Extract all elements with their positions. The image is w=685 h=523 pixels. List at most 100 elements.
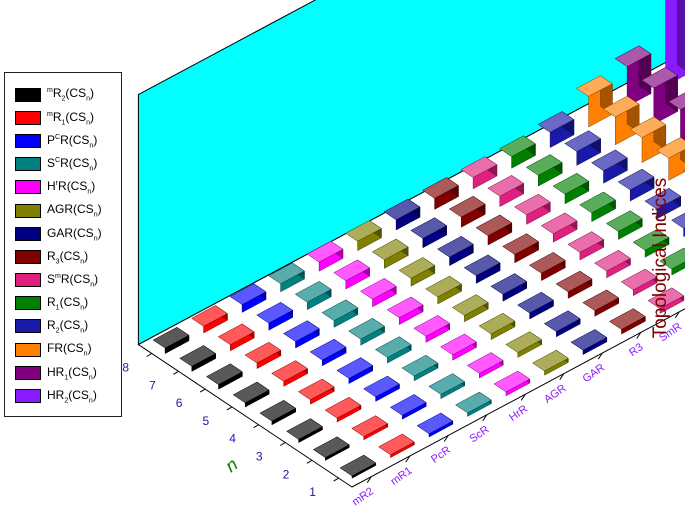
legend-item: SCR(CSn) — [15, 153, 121, 176]
legend-swatch — [15, 226, 41, 241]
bar-R3(CSn)-n7 — [448, 195, 486, 228]
bar-R1(CSn)-n4 — [605, 210, 643, 240]
bar-HrR(CSn)-n7 — [333, 259, 371, 290]
legend-item: R1(CSn) — [15, 292, 121, 315]
x-tick — [146, 353, 153, 357]
bar-ScR(CSn)-n1 — [455, 391, 492, 417]
bar-AGR(CSn)-n8 — [345, 220, 382, 252]
legend-swatch — [15, 342, 41, 357]
z-tick-label: mR2 — [350, 485, 376, 508]
legend-item: R3(CSn) — [15, 245, 121, 268]
x-tick — [173, 370, 179, 375]
bar-HrR(CSn)-n1 — [493, 370, 531, 397]
bar-R3(CSn)-n6 — [475, 214, 513, 246]
bar-R3(CSn)-n8 — [422, 177, 459, 210]
x-tick — [253, 424, 259, 429]
legend-swatch — [15, 180, 41, 195]
bar-AGR(CSn)-n1 — [532, 349, 569, 376]
z-tick — [443, 435, 449, 442]
z-tick — [520, 394, 526, 401]
legend-item: HR1(CSn) — [15, 361, 121, 384]
bar-R3(CSn)-n3 — [555, 270, 593, 299]
x-tick-label: 1 — [309, 485, 316, 499]
bar-ScR(CSn)-n6 — [321, 299, 359, 328]
z-tick — [482, 414, 488, 422]
bar-R1(CSn)-n3 — [632, 229, 670, 258]
z-tick — [636, 332, 642, 339]
bar-SmR(CSn)-n4 — [567, 231, 605, 261]
y-axis-title: Topological Indices — [650, 178, 671, 339]
legend-item: HrR(CSn) — [15, 176, 121, 199]
legend-item: FR(CSn) — [15, 338, 121, 361]
x-tick — [279, 442, 286, 446]
bar-PcR(CSn)-n8 — [229, 283, 267, 313]
bar-PcR(CSn)-n7 — [256, 301, 294, 331]
bar-mR2(CSn)-n4 — [259, 399, 297, 426]
z-tick-label: R3 — [627, 341, 645, 359]
bar-PcR(CSn)-n2 — [389, 394, 427, 420]
bar-mR1(CSn)-n2 — [351, 415, 389, 441]
legend-label: FR(CSn) — [47, 341, 92, 358]
bar-AGR(CSn)-n4 — [451, 294, 489, 323]
legend-label: HR1(CSn) — [47, 364, 97, 382]
bar-R3(CSn)-n5 — [502, 233, 539, 264]
legend-label: AGR(CSn) — [47, 202, 102, 219]
legend-swatch — [15, 249, 41, 264]
bar-FR(CSn)-n5 — [656, 136, 685, 181]
bar-R2(CSn)-n8 — [537, 111, 575, 149]
bar-R2(CSn)-n4 — [644, 187, 682, 220]
bar-SmR(CSn)-n5 — [540, 212, 578, 243]
legend-swatch — [15, 273, 41, 288]
z-tick-label: mR1 — [389, 465, 415, 488]
bar-SmR(CSn)-n7 — [487, 174, 525, 208]
legend-label: SmR(CSn) — [47, 271, 99, 289]
bar-mR1(CSn)-n7 — [217, 323, 255, 352]
bar-mR2(CSn)-n8 — [152, 326, 190, 355]
x-tick — [306, 459, 313, 464]
bar-mR1(CSn)-n4 — [297, 378, 335, 405]
legend-label: HR2(CSn) — [47, 387, 97, 405]
bar-AGR(CSn)-n3 — [478, 312, 516, 341]
legend-item: R2(CSn) — [15, 315, 121, 338]
bar-PcR(CSn)-n4 — [336, 357, 374, 385]
legend-swatch — [15, 365, 41, 380]
bar-mR2(CSn)-n5 — [232, 381, 270, 408]
bar-mR1(CSn)-n1 — [378, 433, 415, 459]
bar-R3(CSn)-n2 — [582, 289, 620, 317]
z-tick-label: HrR — [507, 403, 530, 424]
legend-label: R3(CSn) — [47, 248, 89, 266]
legend-item: GAR(CSn) — [15, 222, 121, 245]
legend-swatch — [15, 157, 41, 172]
legend-label: SCR(CSn) — [47, 155, 98, 173]
bar-R1(CSn)-n5 — [579, 191, 616, 223]
bar-mR1(CSn)-n3 — [324, 396, 362, 423]
bar-mR2(CSn)-n2 — [312, 436, 350, 461]
x-tick-label: 5 — [203, 414, 210, 428]
x-tick — [333, 477, 339, 482]
bar-ScR(CSn)-n4 — [374, 336, 412, 364]
z-tick — [366, 476, 372, 483]
bar-FR(CSn)-n7 — [602, 95, 640, 146]
x-tick-label: 2 — [283, 467, 290, 481]
bar-ScR(CSn)-n7 — [294, 280, 332, 311]
bar-GAR(CSn)-n5 — [463, 254, 501, 284]
legend-swatch — [15, 319, 41, 334]
x-tick-label: 7 — [149, 378, 156, 392]
bar-mR2(CSn)-n7 — [179, 345, 217, 372]
legend-swatch — [15, 296, 41, 311]
z-tick — [674, 311, 680, 319]
z-tick — [559, 373, 565, 380]
legend-swatch — [15, 389, 41, 404]
bar-AGR(CSn)-n7 — [371, 238, 409, 269]
bar-GAR(CSn)-n2 — [543, 310, 581, 338]
legend-item: PCR(CSn) — [15, 129, 121, 152]
legend-item: HR2(CSn) — [15, 384, 121, 407]
bar-SmR(CSn)-n8 — [460, 156, 498, 190]
bar-HrR(CSn)-n4 — [413, 315, 451, 343]
x-tick — [199, 388, 206, 393]
x-tick — [226, 406, 233, 411]
bar-FR(CSn)-n6 — [629, 116, 667, 164]
bar-mR1(CSn)-n6 — [244, 341, 282, 370]
